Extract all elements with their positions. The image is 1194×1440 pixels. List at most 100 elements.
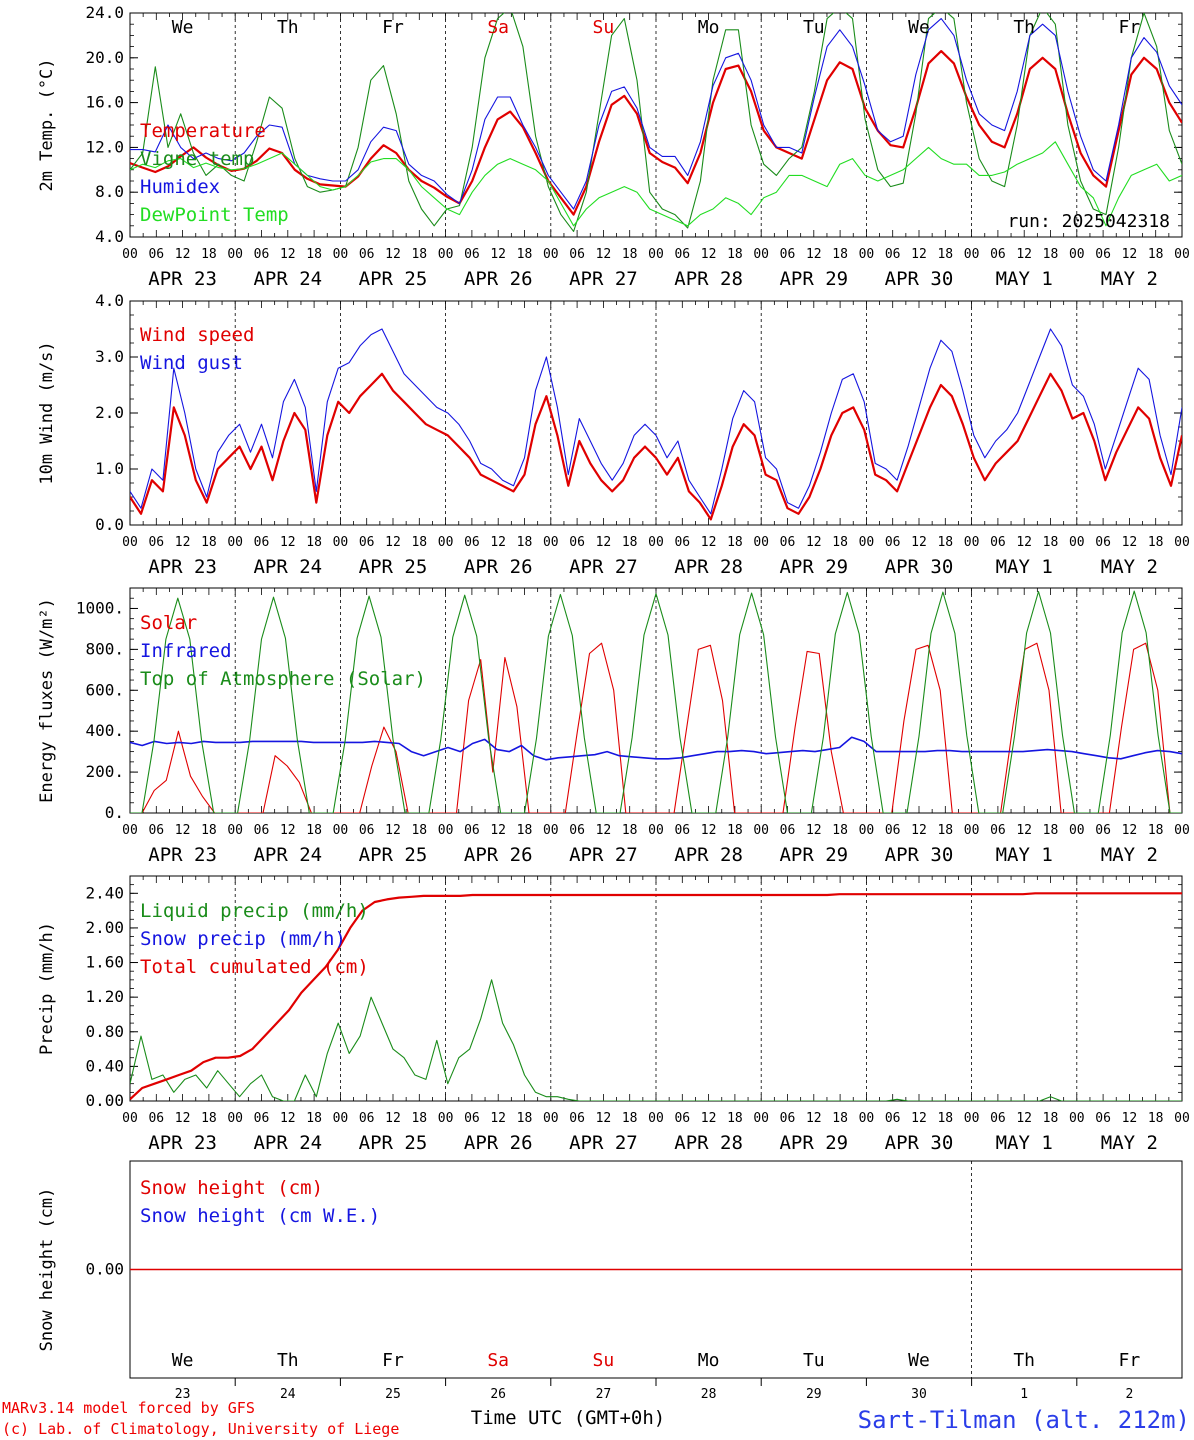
hour-label: 06 [254,247,270,262]
hour-label: 18 [1043,247,1059,262]
hour-label: 18 [727,1111,743,1126]
series-line-infrared [130,736,1182,761]
hour-label: 18 [727,823,743,838]
date-label: APR 26 [464,844,533,866]
hour-label: 06 [674,1111,690,1126]
y-tick-label: 0.00 [85,1091,124,1110]
y-tick-label: 2.40 [85,883,124,902]
hour-label: 18 [1148,535,1164,550]
lab-credit: (c) Lab. of Climatology, University of L… [2,1420,399,1438]
series-line-top-of-atmosphere-solar- [130,590,1182,813]
hour-label: 18 [832,823,848,838]
series-line-wind-speed [130,372,1182,521]
hour-label: 12 [806,823,822,838]
hour-label: 12 [1016,823,1032,838]
y-tick-label: 600. [85,680,124,699]
hour-label: 18 [1043,823,1059,838]
hour-label: 06 [569,247,585,262]
hour-label: 00 [1174,823,1190,838]
hour-label: 18 [411,535,427,550]
series-line-dewpoint-temp [130,141,1182,227]
hour-label: 00 [964,247,980,262]
date-label: MAY 2 [1101,268,1158,290]
day-number-label: 1 [1020,1387,1028,1402]
hour-label: 12 [1016,1111,1032,1126]
hour-label: 12 [1122,247,1138,262]
y-tick-label: 400. [85,721,124,740]
hour-label: 06 [359,1111,375,1126]
hour-label: 00 [227,1111,243,1126]
hour-label: 00 [964,823,980,838]
day-number-label: 23 [175,1387,191,1402]
hour-label: 12 [280,823,296,838]
hour-label: 18 [411,1111,427,1126]
time-axis-label: Time UTC (GMT+0h) [471,1407,665,1429]
panel-frame [129,587,1183,814]
weekday-label: Sa [487,1350,509,1371]
date-label: APR 28 [674,844,743,866]
hour-label: 12 [911,535,927,550]
hour-label: 12 [385,1111,401,1126]
hour-label: 12 [806,535,822,550]
hour-label: 00 [438,823,454,838]
hour-label: 18 [1148,247,1164,262]
day-number-label: 30 [911,1387,927,1402]
hour-label: 00 [438,1111,454,1126]
hour-label: 18 [937,247,953,262]
legend-entry: Wind gust [140,352,243,374]
date-label: MAY 1 [996,268,1053,290]
hour-label: 06 [569,823,585,838]
date-label: APR 25 [359,844,428,866]
series-line-total-cumulated-cm- [130,892,1182,1101]
hour-label: 06 [464,247,480,262]
hour-label: 12 [1122,823,1138,838]
y-tick-label: 2.00 [85,918,124,937]
date-label: APR 23 [148,556,217,578]
hour-label: 00 [122,535,138,550]
y-tick-label: 16.0 [85,93,124,112]
hour-label: 18 [201,823,217,838]
date-label: APR 29 [779,268,848,290]
hour-label: 00 [122,247,138,262]
y-tick-label: 4.0 [95,291,124,310]
hour-label: 12 [490,823,506,838]
hour-label: 18 [727,247,743,262]
date-label: APR 30 [885,268,954,290]
hour-label: 12 [806,1111,822,1126]
weekday-label: Su [593,17,615,38]
legend-entry: DewPoint Temp [140,204,289,226]
day-number-label: 24 [280,1387,296,1402]
hour-label: 00 [1069,1111,1085,1126]
day-number-label: 2 [1125,1387,1133,1402]
hour-label: 06 [1095,247,1111,262]
hour-label: 12 [280,1111,296,1126]
hour-label: 00 [1174,247,1190,262]
hour-label: 06 [148,1111,164,1126]
series-line-vigne-temp [130,13,1182,232]
y-tick-label: 1.20 [85,987,124,1006]
date-label: APR 25 [359,268,428,290]
date-label: MAY 1 [996,1132,1053,1154]
date-label: APR 24 [253,1132,322,1154]
hour-label: 00 [648,535,664,550]
date-label: APR 29 [779,1132,848,1154]
legend-entry: Humidex [140,176,220,198]
day-number-label: 26 [490,1387,506,1402]
hour-label: 18 [937,1111,953,1126]
hour-label: 00 [753,823,769,838]
hour-label: 06 [990,1111,1006,1126]
weekday-label: Fr [1119,1350,1141,1371]
hour-label: 06 [1095,535,1111,550]
weekday-label: Fr [1119,17,1141,38]
hour-label: 12 [701,535,717,550]
legend-entry: Top of Atmosphere (Solar) [140,668,426,690]
date-label: APR 26 [464,556,533,578]
hour-label: 12 [911,823,927,838]
legend-entry: Vigne temp [140,148,254,170]
hour-label: 12 [175,823,191,838]
y-tick-label: 1000. [76,598,124,617]
hour-label: 06 [780,823,796,838]
panel-snow: 0.00 Snow height (cm) Snow height (cm) Snow… [37,1160,1183,1386]
date-label: APR 28 [674,268,743,290]
